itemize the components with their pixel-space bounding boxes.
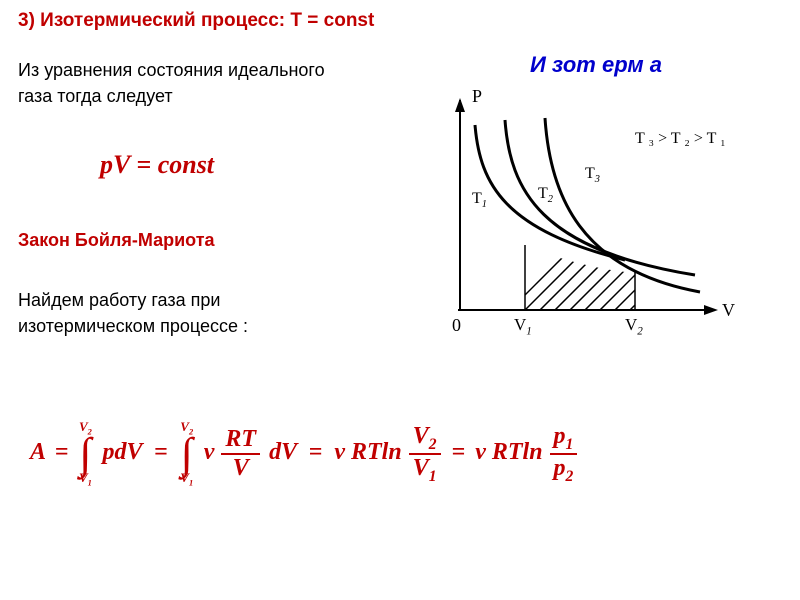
frac-p1-num: p [554,423,566,449]
frac-p1-num-sub: 1 [566,436,574,453]
work-line-2: изотермическом процессе : [18,316,248,337]
frac-v2-num: V [413,423,429,449]
boyle-mariotte-law: Закон Бойля-Мариота [18,230,215,251]
v1-tick-sub: 1 [526,325,532,337]
heading-text: 3) Изотермический процесс: T = const [18,10,374,31]
sym-A: A [30,439,45,465]
chart-title-text: И зот ерм а [530,52,662,77]
sym-eq-4: = [448,439,470,465]
temperature-inequality: T ₃ > T ₂ > T ₁ [635,130,726,148]
frac-v2-num-sub: 2 [429,436,437,453]
origin-label: 0 [452,315,461,336]
work-integral-formula: A = V2 ∫ V1 pdV = V2 ∫ V1 ν RT V dV = ν … [30,420,578,487]
pv-const-formula: pV = const [100,150,214,180]
work-line-1: Найдем работу газа при [18,290,220,311]
x-axis-arrow [704,305,718,315]
intro-line-1: Из уравнения состояния идеального [18,60,325,81]
y-axis-arrow [455,98,465,112]
t3-t: T [585,165,595,182]
law-name-text: Закон Бойля-Мариота [18,230,215,250]
lim2-v1-sub: 1 [189,478,193,488]
frac-v-den: V [221,455,260,481]
chart-title: И зот ерм а [530,52,662,78]
sym-eq-1: = [51,439,73,465]
frac-V2-over-V1: V2 V1 [408,423,442,485]
sym-rtln-2: RTln [492,439,543,465]
frac-RT-over-V: RT V [220,426,261,481]
lim1-v1: V [79,470,88,485]
sym-nu-3: ν [475,439,486,465]
t3-sub: 3 [595,174,600,185]
integral-sign-2: ∫ [180,436,194,471]
sym-dV: dV [267,439,297,465]
t2-sub: 2 [548,194,553,205]
heading-isothermal: 3) Изотермический процесс: T = const [18,10,374,32]
sym-eq-3: = [303,439,329,465]
v1-tick-label: V1 [514,315,532,337]
sym-pdV: pdV [98,439,142,465]
v2-tick-label: V2 [625,315,643,337]
curve-label-t1: T1 [472,190,487,210]
intro-line-2: газа тогда следует [18,86,173,107]
curve-label-t2: T2 [538,185,553,205]
frac-p2-den-sub: 2 [566,467,574,484]
isotherm-chart: P V 0 V1 V2 T ₃ > T ₂ > T ₁ T1 T2 T3 [430,90,730,350]
t1-sub: 1 [482,199,487,210]
v1-tick-v: V [514,315,526,334]
v2-tick-v: V [625,315,637,334]
frac-p1-over-p2: p1 p2 [549,423,579,485]
sym-nu-1: ν [200,439,215,465]
frac-v1-den: V [413,455,429,481]
sym-eq-2: = [148,439,174,465]
integral-sign-1: ∫ [78,436,92,471]
curve-label-t3: T3 [585,165,600,185]
t2-t: T [538,185,548,202]
frac-p2-den: p [554,455,566,481]
frac-rt-num: RT [221,426,260,454]
lim1-v1-sub: 1 [88,478,92,488]
sym-nu-2: ν [334,439,345,465]
integral-2-limits: V2 ∫ V1 [180,420,194,487]
pv-const-text: pV = const [100,150,214,179]
y-axis-label: P [472,86,482,107]
integral-1-limits: V2 ∫ V1 [78,420,92,487]
lim2-v1: V [180,470,189,485]
sym-rtln-1: RTln [351,439,402,465]
frac-v1-den-sub: 1 [429,467,437,484]
v2-tick-sub: 2 [637,325,643,337]
x-axis-label: V [722,300,735,321]
t1-t: T [472,190,482,207]
chart-svg [430,90,730,350]
